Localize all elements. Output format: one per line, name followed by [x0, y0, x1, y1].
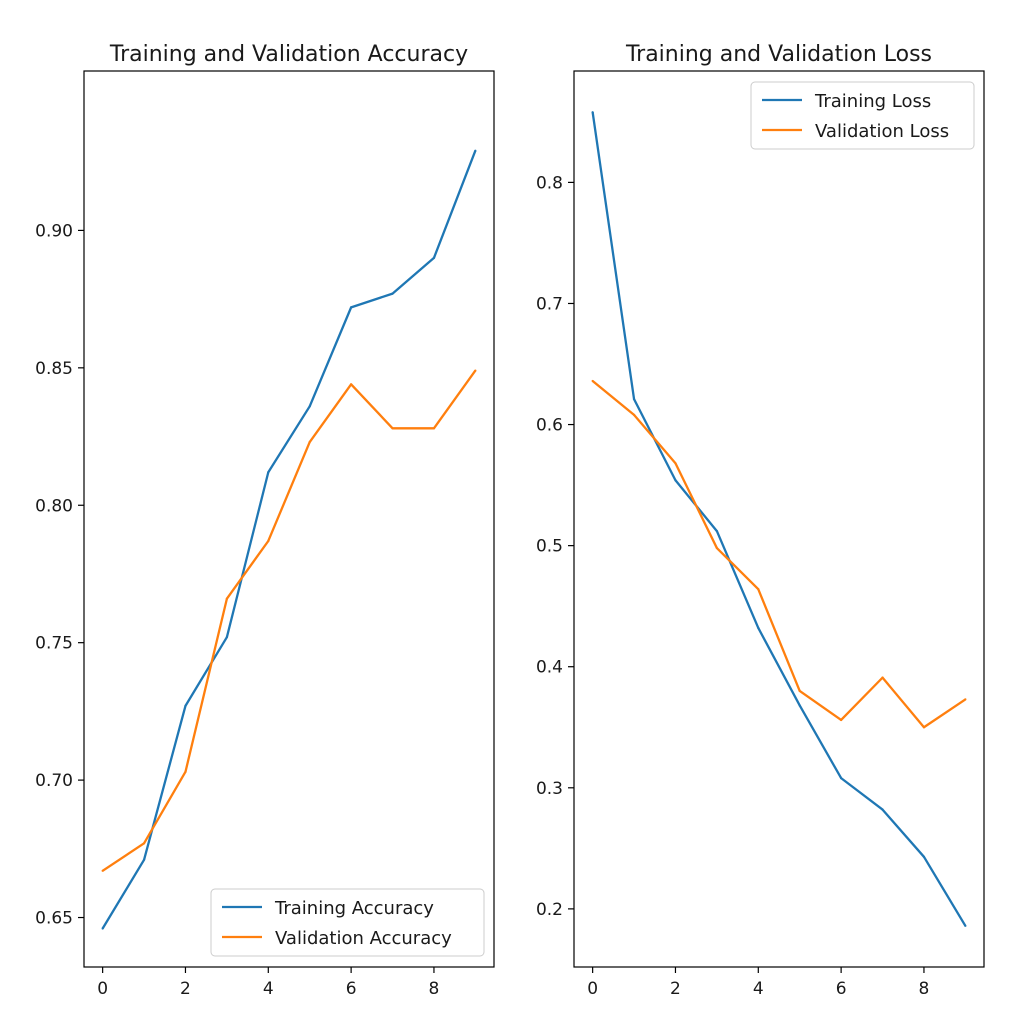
training-loss-point: [591, 111, 594, 114]
validation-accuracy-point: [184, 770, 187, 773]
loss-y-tick-label: 0.5: [536, 537, 563, 557]
loss-x-tick-label: 8: [919, 979, 930, 999]
validation-accuracy-point: [142, 842, 146, 845]
accuracy-x-tick-label: 4: [263, 979, 274, 999]
training-loss-point: [881, 808, 884, 811]
validation-loss-point: [757, 588, 760, 591]
training-loss-point: [715, 530, 718, 533]
validation-loss-line: [591, 380, 967, 729]
loss-y-tick-label: 0.2: [536, 900, 563, 920]
loss-chart-title: Training and Validation Loss: [625, 42, 932, 67]
loss-y-tick-label: 0.8: [536, 173, 563, 193]
loss-y-tick-label: 0.3: [536, 779, 563, 799]
validation-loss-point: [674, 462, 677, 465]
loss-x-tick-label: 6: [836, 979, 847, 999]
accuracy-axes-frame: [83, 70, 495, 968]
training-accuracy-point: [142, 858, 146, 861]
training-loss-point: [964, 924, 967, 927]
validation-accuracy-point: [308, 440, 311, 444]
training-accuracy-legend-label: Training Accuracy: [274, 898, 434, 919]
accuracy-y-tick-label: 0.70: [35, 771, 73, 791]
training-loss-point: [798, 704, 801, 707]
training-loss-point: [757, 626, 760, 630]
training-accuracy-point: [308, 405, 311, 408]
accuracy-y-tick-label: 0.75: [35, 634, 73, 654]
loss-axes-frame: [573, 70, 985, 968]
training-accuracy-point: [432, 256, 436, 259]
loss-x-tick-label: 0: [587, 979, 598, 999]
accuracy-y-tick-label: 0.80: [35, 496, 73, 516]
training-accuracy-point: [101, 927, 104, 930]
validation-loss-point: [840, 718, 843, 722]
validation-loss-legend-label: Validation Loss: [815, 121, 949, 142]
training-accuracy-point: [350, 306, 353, 309]
training-loss-point: [632, 398, 636, 401]
validation-loss-point: [964, 698, 967, 701]
validation-loss-point: [715, 546, 718, 550]
loss-x-tick-label: 4: [753, 979, 764, 999]
validation-accuracy-point: [474, 369, 477, 372]
training-accuracy-line: [101, 150, 477, 930]
validation-accuracy-point: [350, 383, 353, 386]
training-loss-point: [922, 855, 926, 858]
validation-accuracy-line: [102, 369, 477, 872]
validation-loss-point: [632, 413, 636, 416]
loss-x-tick-label: 2: [670, 979, 681, 999]
loss-legend: [750, 81, 975, 150]
loss-y-tick-label: 0.6: [536, 416, 563, 436]
validation-loss-point: [798, 689, 801, 693]
validation-accuracy-point: [101, 869, 104, 872]
loss-y-tick-label: 0.4: [536, 658, 563, 678]
accuracy-chart-title: Training and Validation Accuracy: [109, 42, 468, 67]
validation-accuracy-point: [225, 597, 228, 600]
accuracy-y-tick-label: 0.65: [35, 909, 73, 929]
training-accuracy-point: [391, 292, 394, 295]
training-loss-point: [840, 777, 843, 780]
accuracy-x-tick-label: 8: [429, 979, 440, 999]
training-accuracy-point: [184, 704, 187, 707]
accuracy-y-tick-label: 0.85: [35, 359, 73, 379]
training-loss-point: [674, 479, 677, 482]
training-accuracy-point: [267, 471, 270, 474]
validation-accuracy-point: [432, 427, 436, 430]
training-loss-legend-label: Training Loss: [814, 91, 931, 112]
accuracy-x-tick-label: 6: [346, 979, 357, 999]
validation-loss-point: [922, 726, 926, 729]
accuracy-legend: [210, 888, 485, 957]
accuracy-x-tick-label: 2: [180, 979, 191, 999]
training-accuracy-point: [225, 636, 228, 639]
validation-accuracy-point: [391, 427, 394, 430]
accuracy-x-tick-label: 0: [97, 979, 108, 999]
accuracy-panel: Training and Validation Accuracy 0 2 4 6 8 0.6…: [35, 42, 495, 999]
validation-accuracy-point: [267, 539, 270, 543]
validation-accuracy-legend-label: Validation Accuracy: [275, 928, 452, 949]
validation-loss-point: [591, 379, 594, 383]
accuracy-y-tick-label: 0.90: [35, 221, 73, 241]
loss-panel: Training and Validation Loss 0 2 4 6 8 0.2 0.3 0…: [536, 42, 985, 999]
training-accuracy-point: [474, 149, 477, 152]
loss-y-tick-label: 0.7: [536, 294, 563, 314]
validation-loss-point: [881, 676, 884, 679]
